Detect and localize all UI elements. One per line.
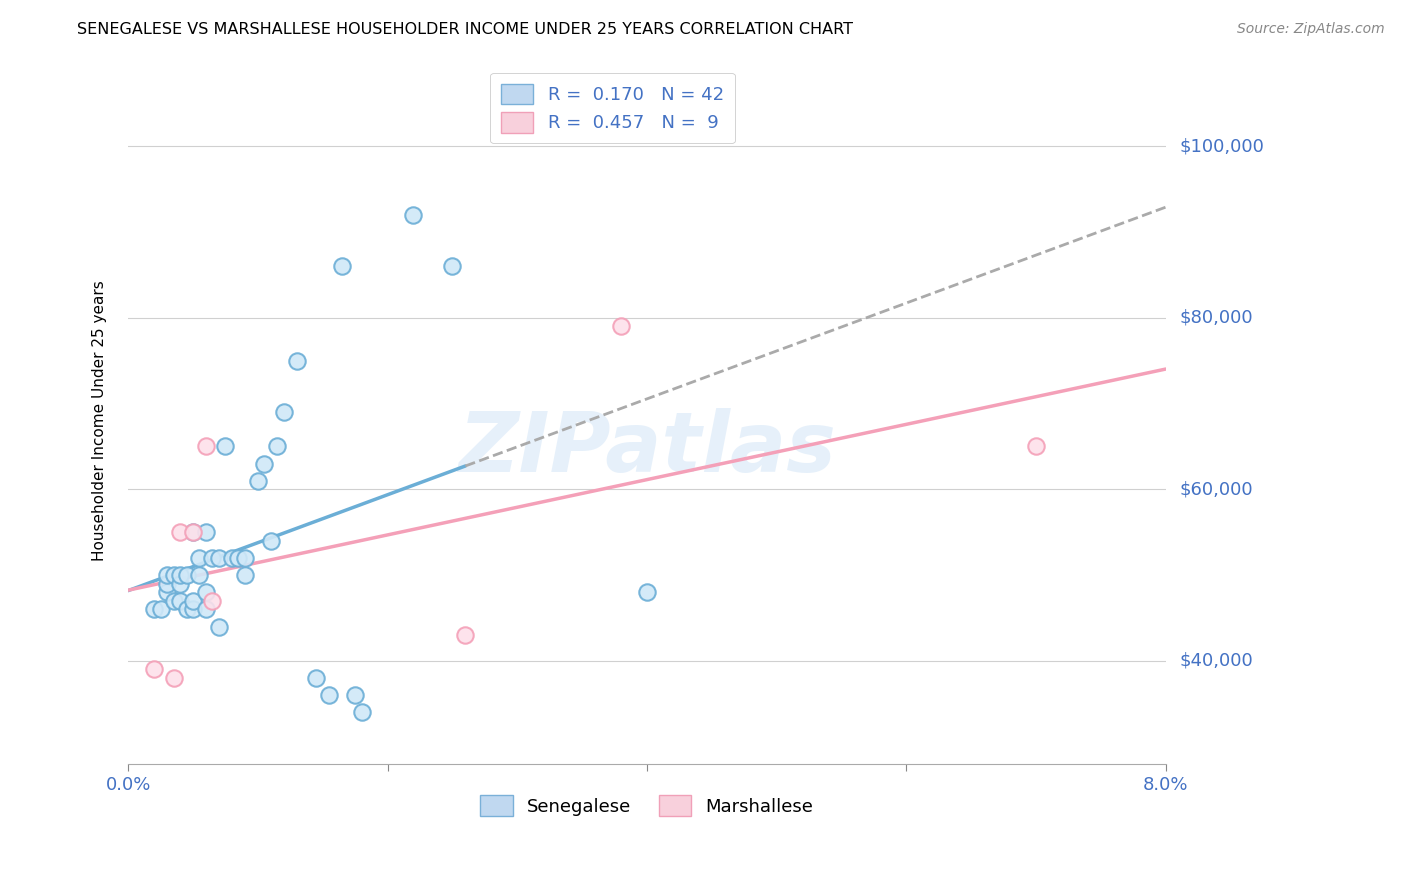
Text: $60,000: $60,000 [1180,480,1253,499]
Point [402,208,425,222]
Point [330,259,353,273]
Text: $80,000: $80,000 [1180,309,1253,326]
Point [201,594,224,608]
Point [208,550,231,565]
Point [221,550,243,565]
Text: $100,000: $100,000 [1180,137,1264,155]
Point [266,439,288,453]
Point [181,525,204,540]
Point [194,602,217,616]
Point [181,594,204,608]
Text: Source: ZipAtlas.com: Source: ZipAtlas.com [1237,22,1385,37]
Y-axis label: Householder Income Under 25 years: Householder Income Under 25 years [93,280,107,561]
Point [285,353,308,368]
Point [162,671,184,685]
Point [169,594,191,608]
Point [194,585,217,599]
Point [344,688,367,702]
Point [156,568,179,582]
Point [233,550,256,565]
Point [169,568,191,582]
Point [162,594,184,608]
Point [228,550,250,565]
Point [194,439,217,453]
Point [214,439,236,453]
Point [350,706,373,720]
Point [156,576,179,591]
Point [188,550,211,565]
Point [454,628,477,642]
Point [208,619,231,633]
Point [233,568,256,582]
Point [143,602,166,616]
Text: $40,000: $40,000 [1180,652,1253,670]
Point [188,568,211,582]
Point [181,525,204,540]
Point [176,568,198,582]
Text: SENEGALESE VS MARSHALLESE HOUSEHOLDER INCOME UNDER 25 YEARS CORRELATION CHART: SENEGALESE VS MARSHALLESE HOUSEHOLDER IN… [77,22,853,37]
Point [201,550,224,565]
Point [143,663,166,677]
Point [253,457,276,471]
Point [636,585,658,599]
Point [181,602,204,616]
Point [260,533,283,548]
Point [318,688,340,702]
Point [156,585,179,599]
Point [305,671,328,685]
Point [441,259,464,273]
Point [194,525,217,540]
Point [149,602,172,616]
Point [246,474,269,488]
Point [273,405,295,419]
Text: ZIPatlas: ZIPatlas [458,408,837,489]
Point [162,568,184,582]
Point [176,602,198,616]
Point [1025,439,1047,453]
Point [610,319,633,334]
Point [169,525,191,540]
Point [169,576,191,591]
Legend: Senegalese, Marshallese: Senegalese, Marshallese [474,789,821,823]
